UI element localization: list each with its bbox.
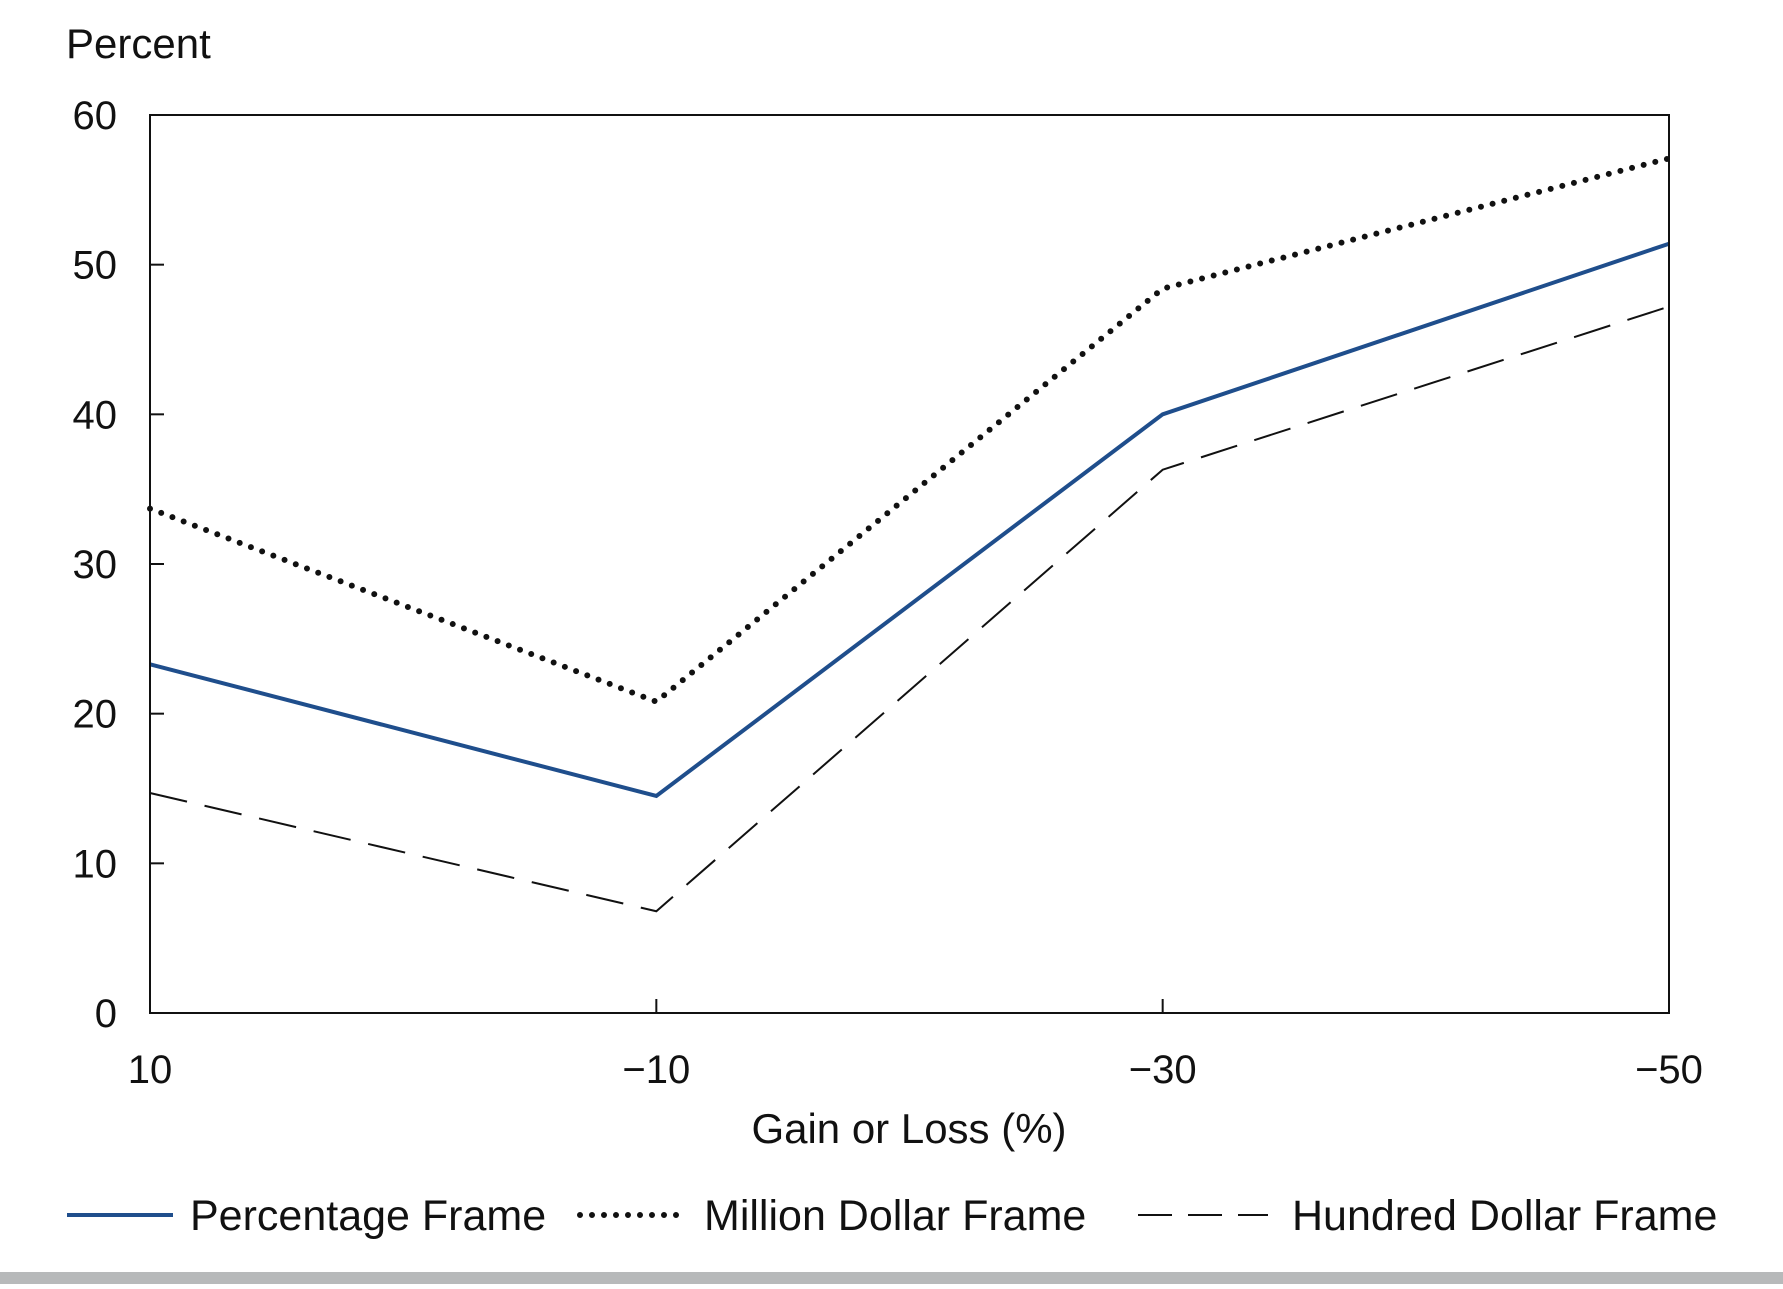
- x-axis-title: Gain or Loss (%): [751, 1105, 1066, 1152]
- series-path: [150, 307, 1669, 912]
- legend-label: Million Dollar Frame: [704, 1192, 1086, 1240]
- series-layer: [150, 158, 1669, 911]
- y-tick-label: 30: [73, 543, 118, 587]
- series-line: [150, 158, 1669, 701]
- y-tick-label: 60: [73, 94, 118, 138]
- series-line: [150, 307, 1669, 912]
- y-tick-label: 50: [73, 244, 118, 288]
- x-tick-label: −10: [622, 1048, 690, 1092]
- y-tick-label: 40: [73, 393, 118, 437]
- series-line: [150, 244, 1669, 796]
- legend-item: Million Dollar Frame: [580, 1192, 1086, 1240]
- x-tick-label: −30: [1129, 1048, 1197, 1092]
- y-tick-label: 10: [73, 842, 118, 886]
- bottom-border-bar: [0, 1272, 1783, 1284]
- legend-label: Percentage Frame: [190, 1192, 546, 1240]
- legend-item: Percentage Frame: [67, 1192, 546, 1240]
- series-path: [150, 244, 1669, 796]
- y-axis-title: Percent: [66, 20, 211, 67]
- x-tick-label: 10: [128, 1048, 173, 1092]
- y-tick-label: 20: [73, 693, 118, 737]
- x-tick-label: −50: [1635, 1048, 1703, 1092]
- legend-label: Hundred Dollar Frame: [1292, 1192, 1717, 1240]
- legend-item: Hundred Dollar Frame: [1138, 1192, 1717, 1240]
- series-path: [150, 158, 1669, 701]
- legend: Percentage Frame Million Dollar Frame Hund…: [67, 1192, 1717, 1240]
- plot-frame: [150, 115, 1669, 1013]
- y-tick-label: 0: [95, 992, 117, 1036]
